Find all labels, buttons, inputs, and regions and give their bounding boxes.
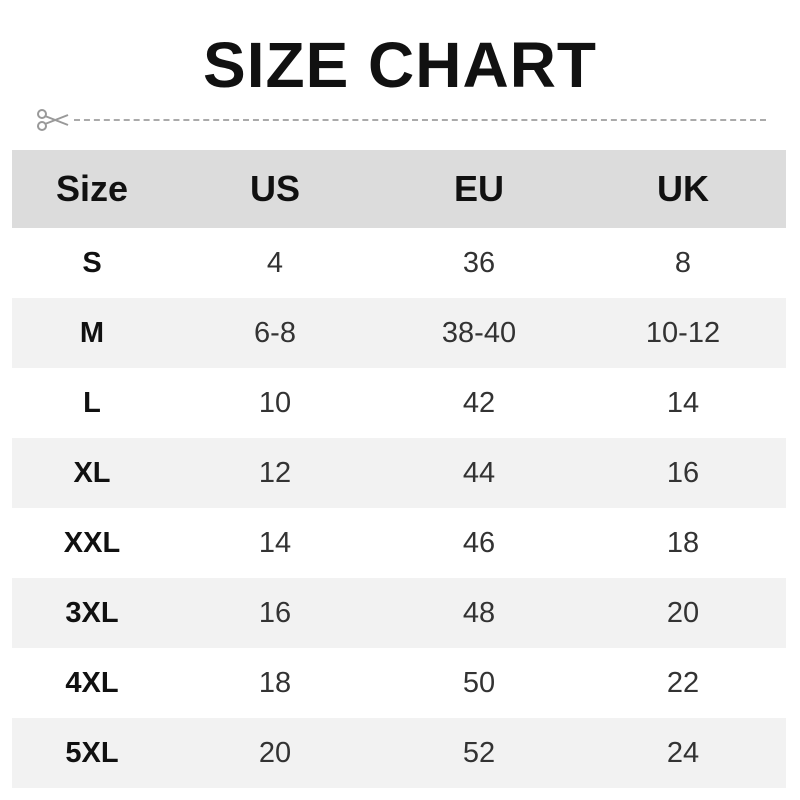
header-eu: EU: [378, 150, 580, 228]
table-row: 5XL 20 52 24: [12, 718, 786, 788]
table-row: 4XL 18 50 22: [12, 648, 786, 718]
cell-eu: 48: [378, 578, 580, 648]
cell-size: 3XL: [12, 578, 172, 648]
table-row: XL 12 44 16: [12, 438, 786, 508]
size-table: Size US EU UK S 4 36 8 M 6-8 38-40 10-12 L 10 42 14…: [12, 150, 786, 788]
cell-size: XXL: [63, 526, 121, 559]
header-us: US: [172, 150, 378, 228]
table-row: XXL 14 46 18: [12, 508, 786, 578]
cell-eu: 52: [378, 718, 580, 788]
cell-us: 12: [172, 438, 378, 508]
cell-us: 14: [258, 526, 292, 559]
header-row: Size US EU UK: [12, 150, 786, 228]
cell-size: L: [83, 386, 101, 419]
cell-uk: 20: [580, 578, 786, 648]
cell-uk: 10-12: [580, 298, 786, 368]
cell-size: 4XL: [65, 666, 119, 699]
scissors-icon: [37, 109, 69, 131]
cell-us: 6-8: [172, 298, 378, 368]
header-uk: UK: [580, 150, 786, 228]
cell-size: 5XL: [12, 718, 172, 788]
cell-uk: 18: [666, 526, 700, 559]
cell-uk: 24: [580, 718, 786, 788]
cell-uk: 16: [580, 438, 786, 508]
cell-us: 10: [258, 386, 292, 419]
cut-line: [36, 108, 766, 132]
cell-us: 18: [258, 666, 292, 699]
cell-eu: 36: [462, 246, 496, 279]
table-row: S 4 36 8: [12, 228, 786, 298]
header-size: Size: [12, 150, 172, 228]
table-row: M 6-8 38-40 10-12: [12, 298, 786, 368]
table-row: 3XL 16 48 20: [12, 578, 786, 648]
cell-size: XL: [12, 438, 172, 508]
cell-eu: 38-40: [378, 298, 580, 368]
cell-us: 4: [266, 246, 284, 279]
dashed-divider: [74, 119, 766, 121]
cell-eu: 46: [462, 526, 496, 559]
cell-eu: 42: [462, 386, 496, 419]
cell-eu: 44: [378, 438, 580, 508]
cell-eu: 50: [462, 666, 496, 699]
page-title: SIZE CHART: [203, 29, 597, 101]
cell-size: M: [12, 298, 172, 368]
cell-us: 16: [172, 578, 378, 648]
cell-us: 20: [172, 718, 378, 788]
table-row: L 10 42 14: [12, 368, 786, 438]
cell-size: S: [82, 246, 102, 279]
cell-uk: 8: [674, 246, 692, 279]
cell-uk: 14: [666, 386, 700, 419]
cell-uk: 22: [666, 666, 700, 699]
